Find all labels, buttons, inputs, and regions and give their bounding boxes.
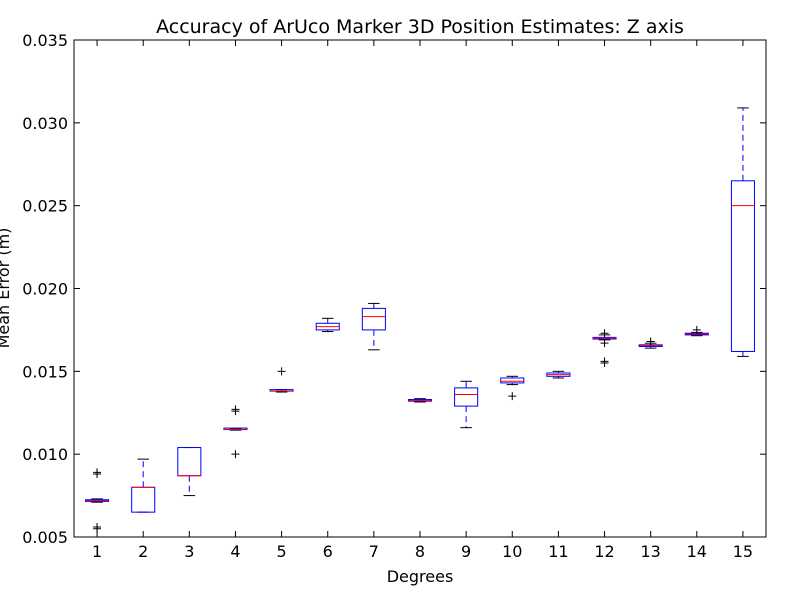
outlier-marker	[231, 450, 240, 459]
x-tick-label: 10	[502, 542, 522, 561]
y-tick-label: 0.005	[22, 528, 68, 547]
y-tick-label: 0.035	[22, 31, 68, 50]
x-tick-label: 12	[594, 542, 614, 561]
x-tick-label: 1	[92, 542, 102, 561]
y-tick-label: 0.025	[22, 197, 68, 216]
x-tick-label: 14	[687, 542, 707, 561]
chart-title: Accuracy of ArUco Marker 3D Position Est…	[156, 16, 684, 38]
x-tick-label: 13	[640, 542, 660, 561]
outlier-marker	[508, 392, 517, 401]
outlier-marker	[600, 357, 609, 366]
x-tick-label: 3	[184, 542, 194, 561]
y-tick-label: 0.020	[22, 280, 68, 299]
box-iqr	[500, 377, 525, 384]
outlier-marker	[692, 325, 701, 334]
outlier-marker	[600, 329, 609, 338]
outlier-marker	[93, 468, 102, 477]
x-tick-label: 4	[230, 542, 240, 561]
x-tick-label: 5	[277, 542, 287, 561]
y-tick-label: 0.030	[22, 114, 68, 133]
box-iqr	[454, 387, 479, 407]
x-tick-label: 2	[138, 542, 148, 561]
outlier-marker	[646, 337, 655, 346]
outlier-marker	[277, 367, 286, 376]
x-tick-label: 7	[369, 542, 379, 561]
box-iqr	[730, 180, 755, 352]
outlier-marker	[231, 405, 240, 414]
x-tick-label: 8	[415, 542, 425, 561]
axes-frame	[73, 39, 767, 538]
x-axis-label: Degrees	[387, 567, 454, 586]
x-tick-label: 9	[461, 542, 471, 561]
x-tick-label: 15	[733, 542, 753, 561]
outlier-marker	[93, 523, 102, 532]
outlier-marker	[600, 339, 609, 348]
box-iqr	[361, 307, 386, 331]
y-axis-label: Mean Error (m)	[0, 228, 13, 349]
y-tick-label: 0.010	[22, 445, 68, 464]
y-tick-label: 0.015	[22, 362, 68, 381]
x-tick-label: 6	[323, 542, 333, 561]
x-tick-label: 11	[548, 542, 568, 561]
